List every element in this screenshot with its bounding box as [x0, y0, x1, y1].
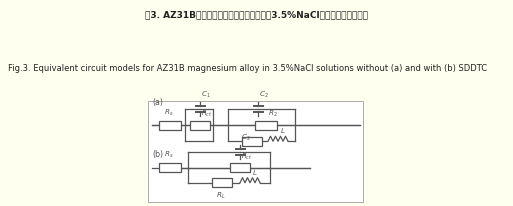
Text: Fig.3. Equivalent circuit models for AZ31B magnesium alloy in 3.5%NaCl solutions: Fig.3. Equivalent circuit models for AZ3… [8, 64, 487, 73]
Text: (b): (b) [152, 150, 163, 159]
Bar [212, 178, 232, 187]
Text: $R_L$: $R_L$ [216, 191, 226, 201]
Bar [159, 163, 181, 172]
Bar [190, 121, 210, 130]
Text: $L$: $L$ [280, 126, 286, 135]
Text: $L$: $L$ [252, 168, 258, 177]
Text: (a): (a) [152, 98, 163, 107]
Text: $R_s$: $R_s$ [164, 150, 174, 160]
Bar [230, 163, 250, 172]
Text: 图3. AZ31B镁合金在未添加和添加缓蚀剂的3.5%NaCl溶液中的等效电路图: 图3. AZ31B镁合金在未添加和添加缓蚀剂的3.5%NaCl溶液中的等效电路图 [145, 10, 368, 19]
Text: $R_{ct}$: $R_{ct}$ [241, 151, 252, 162]
Bar [255, 121, 277, 130]
Bar [159, 121, 181, 130]
FancyBboxPatch shape [148, 101, 363, 202]
Text: $R_s$: $R_s$ [164, 108, 174, 118]
Text: $R_{ct}$: $R_{ct}$ [201, 109, 212, 119]
Text: $C_1$: $C_1$ [201, 90, 211, 100]
Bar [242, 137, 262, 146]
Text: $C_2$: $C_2$ [259, 90, 269, 100]
Text: $R_2$: $R_2$ [268, 109, 278, 119]
Text: $C_2$: $C_2$ [241, 133, 251, 143]
